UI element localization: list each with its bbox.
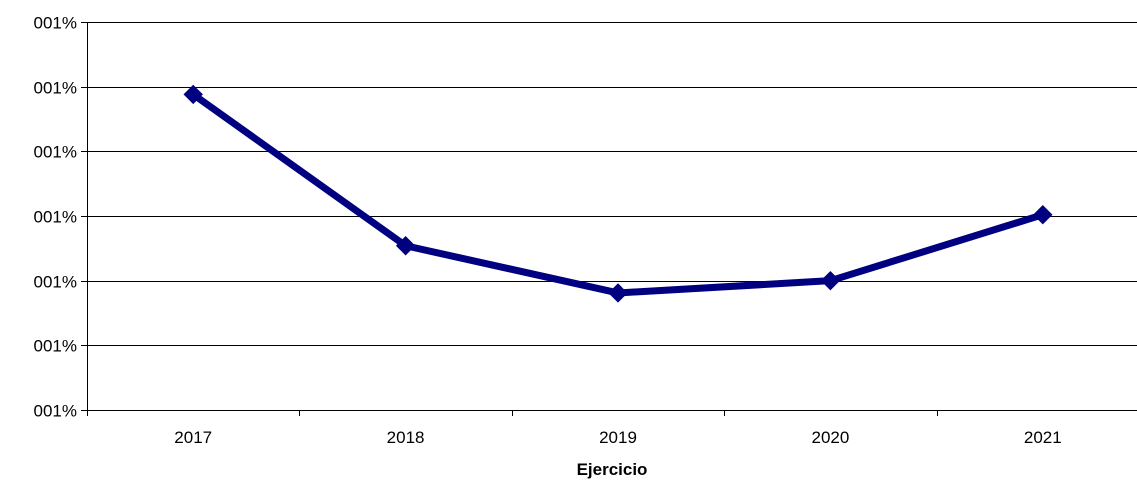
y-tick-label: 001% <box>34 208 77 227</box>
data-point-marker <box>820 270 841 291</box>
y-tick-label: 001% <box>34 337 77 356</box>
x-tick-label: 2018 <box>387 428 425 447</box>
y-tick-label: 001% <box>34 14 77 33</box>
data-point-marker <box>608 283 628 303</box>
gridlines <box>87 22 1137 411</box>
y-tick-label: 001% <box>34 402 77 421</box>
x-tick-label: 2017 <box>174 428 212 447</box>
series <box>183 84 1053 303</box>
y-tick-label: 001% <box>34 79 77 98</box>
y-tick-label: 001% <box>34 143 77 162</box>
data-point-marker <box>183 84 203 105</box>
data-point-marker <box>1033 204 1053 225</box>
y-axis-tick-labels: 001% 001% 001% 001% 001% 001% 001% <box>34 14 77 421</box>
series-line <box>189 90 1047 297</box>
x-tick-label: 2021 <box>1024 428 1062 447</box>
y-tick-label: 001% <box>34 273 77 292</box>
data-point-marker <box>395 236 416 256</box>
x-tick-label: 2019 <box>599 428 637 447</box>
x-axis-title: Ejercicio <box>577 460 648 479</box>
axes <box>81 22 938 416</box>
x-axis-tick-labels: 2017 2018 2019 2020 2021 <box>174 428 1061 447</box>
x-tick-label: 2020 <box>811 428 849 447</box>
